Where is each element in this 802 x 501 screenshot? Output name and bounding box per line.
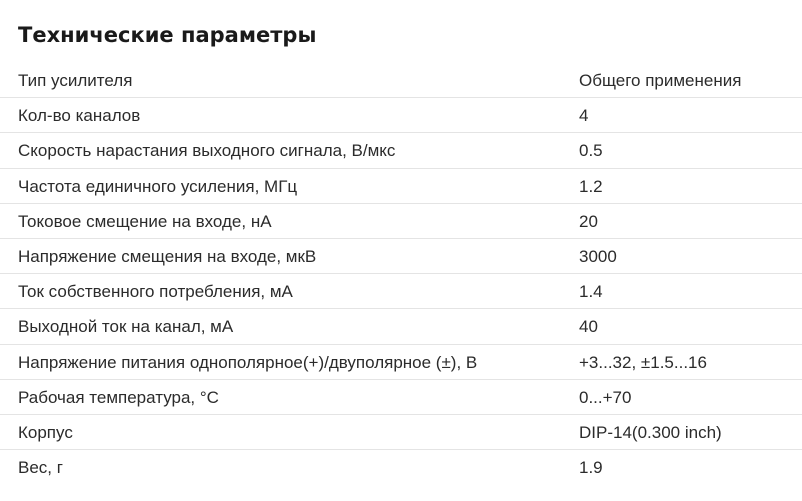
- spec-value: 1.4: [579, 282, 603, 302]
- spec-label: Тип усилителя: [18, 71, 133, 90]
- spec-label: Корпус: [18, 422, 73, 442]
- spec-row: Частота единичного усиления, МГц 1.2: [0, 169, 802, 204]
- spec-label: Скорость нарастания выходного сигнала, В…: [18, 141, 396, 161]
- spec-row: Скорость нарастания выходного сигнала, В…: [0, 133, 802, 169]
- spec-row: Рабочая температура, °С 0...+70: [0, 380, 802, 415]
- spec-value: 1.2: [579, 176, 603, 196]
- spec-label: Кол-во каналов: [18, 106, 141, 126]
- spec-row: Выходной ток на канал, мА 40: [0, 309, 802, 345]
- spec-label: Частота единичного усиления, МГц: [18, 176, 298, 196]
- spec-value: 40: [579, 317, 598, 337]
- spec-value: 20: [579, 211, 598, 231]
- section-title: Технические параметры: [18, 23, 317, 47]
- spec-row: Ток собственного потребления, мА 1.4: [0, 274, 802, 310]
- spec-label: Напряжение питания однополярное(+)/двупо…: [18, 352, 478, 372]
- spec-label: Выходной ток на канал, мА: [18, 317, 234, 337]
- spec-label: Рабочая температура, °С: [18, 387, 219, 407]
- spec-label: Вес, г: [18, 458, 63, 478]
- spec-value: 0.5: [579, 141, 603, 161]
- spec-label: Ток собственного потребления, мА: [18, 282, 293, 302]
- spec-label: Токовое смещение на входе, нА: [18, 211, 272, 231]
- spec-table: Тип усилителя Общего применения Кол-во к…: [0, 63, 802, 485]
- spec-value: 0...+70: [579, 387, 632, 407]
- spec-row: Напряжение смещения на входе, мкВ 3000: [0, 239, 802, 275]
- spec-value: 4: [579, 106, 589, 126]
- spec-row: Напряжение питания однополярное(+)/двупо…: [0, 345, 802, 380]
- spec-row: Корпус DIP-14(0.300 inch): [0, 415, 802, 451]
- spec-value: DIP-14(0.300 inch): [579, 422, 722, 442]
- spec-label: Напряжение смещения на входе, мкВ: [18, 246, 317, 266]
- spec-value: 1.9: [579, 458, 603, 478]
- spec-row: Тип усилителя Общего применения: [0, 63, 802, 99]
- spec-row: Вес, г 1.9: [0, 450, 802, 485]
- spec-row: Токовое смещение на входе, нА 20: [0, 204, 802, 239]
- spec-value: +3...32, ±1.5...16: [579, 352, 707, 372]
- spec-row: Кол-во каналов 4: [0, 98, 802, 134]
- spec-value: Общего применения: [579, 71, 742, 90]
- spec-value: 3000: [579, 246, 617, 266]
